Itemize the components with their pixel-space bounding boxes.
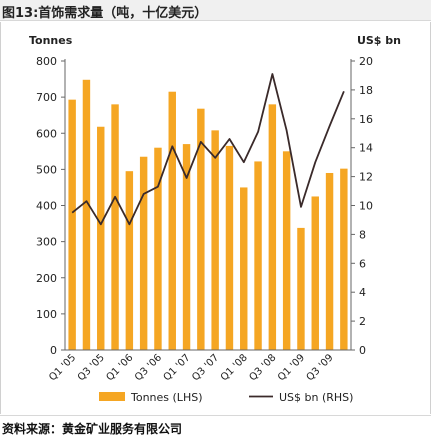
left-tick-label: 300: [36, 236, 57, 249]
right-tick-label: 10: [359, 200, 373, 213]
left-tick-label: 800: [36, 55, 57, 68]
x-tick-label: Q3 '05: [76, 352, 107, 383]
bar: [340, 168, 348, 350]
x-tick-label: Q3 '09: [305, 352, 336, 383]
right-tick-label: 6: [359, 257, 366, 270]
left-axis-title: Tonnes: [29, 34, 73, 47]
bar: [268, 104, 277, 350]
bar: [168, 91, 176, 351]
legend-label-line: US$ bn (RHS): [279, 391, 353, 404]
x-tick-label: Q3 '06: [133, 352, 164, 383]
x-tick-label: Q3 '08: [247, 352, 278, 383]
bar: [240, 187, 248, 350]
title-bar: 图13:首饰需求量（吨，十亿美元）: [0, 0, 431, 21]
left-tick-label: 0: [50, 344, 57, 357]
x-tick-label: Q1 '06: [104, 352, 135, 383]
bar: [139, 156, 148, 350]
bar: [297, 227, 305, 350]
bar: [125, 171, 134, 350]
bar: [97, 126, 105, 350]
chart-svg: Tonnes US$ bn 0 100 200 300 400 500 600 700 800 0 2 4…: [29, 34, 401, 404]
left-tick-label: 700: [36, 91, 57, 104]
x-tick-label: Q1 '08: [219, 352, 250, 383]
right-tick-label: 12: [359, 171, 373, 184]
bar: [254, 161, 262, 350]
bar: [111, 104, 119, 350]
right-axis-title: US$ bn: [357, 34, 401, 47]
bar: [211, 130, 219, 350]
right-tick-label: 4: [359, 286, 366, 299]
left-tick-label: 100: [36, 308, 57, 321]
bar: [82, 79, 91, 350]
left-tick-label: 200: [36, 272, 57, 285]
legend-swatch-bar: [99, 392, 125, 401]
left-tick-label: 400: [36, 200, 57, 213]
figure-title: 图13:首饰需求量（吨，十亿美元）: [2, 6, 208, 21]
bar: [282, 151, 291, 350]
x-tick-label: Q1 '09: [276, 352, 307, 383]
left-tick-label: 600: [36, 127, 57, 140]
bar: [325, 172, 334, 350]
bar: [197, 108, 205, 350]
bar: [311, 196, 319, 350]
source-note: 资料来源：黄金矿业服务有限公司: [2, 422, 183, 436]
series-line: [71, 73, 345, 226]
chart-area: Tonnes US$ bn 0 100 200 300 400 500 600 700 800 0 2 4…: [0, 22, 431, 414]
right-tick-label: 16: [359, 113, 373, 126]
right-tick-label: 20: [359, 55, 373, 68]
bar: [182, 144, 191, 350]
x-tick-label: Q3 '07: [190, 352, 221, 383]
legend-label-bar: Tonnes (LHS): [130, 391, 202, 404]
right-tick-label: 14: [359, 142, 373, 155]
right-tick-label: 2: [359, 315, 366, 328]
bar: [154, 147, 162, 350]
bar: [225, 145, 234, 350]
right-tick-label: 8: [359, 228, 366, 241]
right-tick-label: 0: [359, 344, 366, 357]
bar: [68, 99, 76, 350]
x-tick-label: Q1 '07: [162, 352, 193, 383]
left-tick-label: 500: [36, 163, 57, 176]
divider: [0, 415, 431, 416]
right-tick-label: 18: [359, 84, 373, 97]
